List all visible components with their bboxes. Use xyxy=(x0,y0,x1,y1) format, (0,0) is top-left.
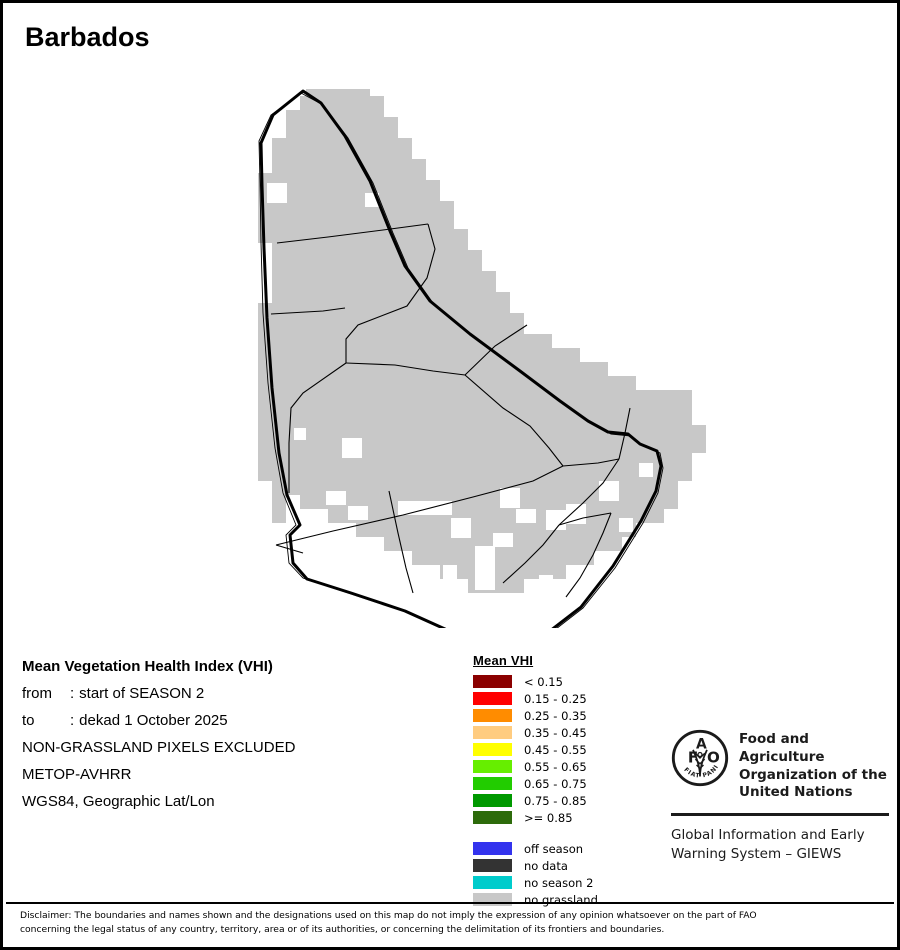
disclaimer-line-1: Disclaimer: The boundaries and names sho… xyxy=(20,910,757,921)
metadata-pixel-note: NON-GRASSLAND PIXELS EXCLUDED xyxy=(22,739,296,756)
legend-special-label: no data xyxy=(524,858,568,873)
legend-class-swatch xyxy=(473,794,512,807)
legend-special-row[interactable]: off season xyxy=(473,840,598,857)
barbados-map-svg[interactable] xyxy=(3,63,897,628)
legend-class-row[interactable]: 0.45 - 0.55 xyxy=(473,741,598,758)
legend-class-swatch xyxy=(473,709,512,722)
legend-class-row[interactable]: 0.15 - 0.25 xyxy=(473,690,598,707)
legend-special-swatch xyxy=(473,876,512,889)
raster-holes xyxy=(258,183,653,603)
fao-organization-name: Food and Agriculture Organization of the… xyxy=(739,729,889,802)
svg-text:O: O xyxy=(707,749,720,767)
metadata-to-row: to : dekad 1 October 2025 xyxy=(22,712,452,729)
legend-class-label: >= 0.85 xyxy=(524,810,573,825)
legend-class-label: 0.15 - 0.25 xyxy=(524,691,587,706)
legend-class-list: < 0.15 0.15 - 0.25 0.25 - 0.35 0.35 - 0.45 0… xyxy=(473,673,598,826)
giews-line-1: Global Information and Early xyxy=(671,827,865,844)
legend-title: Mean VHI xyxy=(473,653,534,668)
map-legend: Mean VHI < 0.15 0.15 - 0.25 0.25 - 0.35 0.3… xyxy=(473,653,598,908)
metadata-projection: WGS84, Geographic Lat/Lon xyxy=(22,793,215,810)
legend-class-row[interactable]: >= 0.85 xyxy=(473,809,598,826)
legend-class-label: 0.55 - 0.65 xyxy=(524,759,587,774)
legend-class-swatch xyxy=(473,743,512,756)
legend-special-label: no grassland xyxy=(524,892,598,907)
legend-special-row[interactable]: no grassland xyxy=(473,891,598,908)
legend-class-label: < 0.15 xyxy=(524,674,563,689)
legend-class-row[interactable]: 0.65 - 0.75 xyxy=(473,775,598,792)
fao-name-line-3: United Nations xyxy=(739,784,853,801)
legend-special-label: off season xyxy=(524,841,584,856)
legend-class-row[interactable]: 0.35 - 0.45 xyxy=(473,724,598,741)
legend-special-label: no season 2 xyxy=(524,875,594,890)
legend-class-label: 0.25 - 0.35 xyxy=(524,708,587,723)
raster-fill xyxy=(258,89,692,593)
legend-special-list: off season no data no season 2 no grassland xyxy=(473,840,598,908)
legend-class-row[interactable]: 0.75 - 0.85 xyxy=(473,792,598,809)
legend-class-swatch xyxy=(473,726,512,739)
legend-special-swatch xyxy=(473,859,512,872)
legend-special-row[interactable]: no season 2 xyxy=(473,874,598,891)
metadata-from-value: start of SEASON 2 xyxy=(79,685,205,702)
legend-class-label: 0.75 - 0.85 xyxy=(524,793,587,808)
legend-class-swatch xyxy=(473,675,512,688)
svg-text:A: A xyxy=(696,737,707,753)
legend-class-swatch xyxy=(473,692,512,705)
legend-special-swatch xyxy=(473,893,512,906)
fao-divider xyxy=(671,813,889,817)
metadata-from-separator: : xyxy=(70,685,75,702)
fao-branding: F A O FIAT PANIS Food and Agriculture Or… xyxy=(668,724,889,865)
metadata-to-separator: : xyxy=(70,712,75,729)
map-raster-layer xyxy=(258,89,706,603)
giews-name: Global Information and Early Warning Sys… xyxy=(671,826,889,864)
metadata-heading: Mean Vegetation Health Index (VHI) xyxy=(22,658,273,675)
metadata-sensor: METOP-AVHRR xyxy=(22,766,132,783)
legend-special-swatch xyxy=(473,842,512,855)
fao-name-line-1: Food and Agriculture xyxy=(739,731,825,765)
disclaimer-divider xyxy=(6,902,894,904)
metadata-to-value: dekad 1 October 2025 xyxy=(79,712,228,729)
map-canvas[interactable] xyxy=(3,63,897,628)
fao-logo-row: F A O FIAT PANIS Food and Agriculture Or… xyxy=(668,724,889,802)
metadata-from-key: from xyxy=(22,685,52,702)
legend-class-row[interactable]: 0.25 - 0.35 xyxy=(473,707,598,724)
legend-class-row[interactable]: < 0.15 xyxy=(473,673,598,690)
coastline-thick xyxy=(259,89,663,628)
legend-class-label: 0.35 - 0.45 xyxy=(524,725,587,740)
metadata-to-key: to xyxy=(22,712,35,729)
raster-fill-southeast xyxy=(636,390,706,523)
giews-line-2: Warning System – GIEWS xyxy=(671,846,842,863)
metadata-from-row: from : start of SEASON 2 xyxy=(22,685,452,702)
legend-class-row[interactable]: 0.55 - 0.65 xyxy=(473,758,598,775)
parish-boundaries xyxy=(270,223,631,598)
disclaimer-text: Disclaimer: The boundaries and names sho… xyxy=(20,909,880,938)
fao-name-line-2: Organization of the xyxy=(739,766,887,783)
map-metadata: Mean Vegetation Health Index (VHI) from … xyxy=(22,658,452,820)
page-title: Barbados xyxy=(25,22,150,52)
svg-text:F: F xyxy=(688,749,698,767)
legend-spacer xyxy=(473,826,598,840)
legend-class-label: 0.65 - 0.75 xyxy=(524,776,587,791)
fao-emblem-icon: F A O FIAT PANIS xyxy=(668,724,729,787)
disclaimer-line-2: concerning the legal status of any count… xyxy=(20,924,665,936)
legend-class-swatch xyxy=(473,811,512,824)
legend-class-swatch xyxy=(473,760,512,773)
legend-special-row[interactable]: no data xyxy=(473,857,598,874)
legend-class-swatch xyxy=(473,777,512,790)
legend-class-label: 0.45 - 0.55 xyxy=(524,742,587,757)
